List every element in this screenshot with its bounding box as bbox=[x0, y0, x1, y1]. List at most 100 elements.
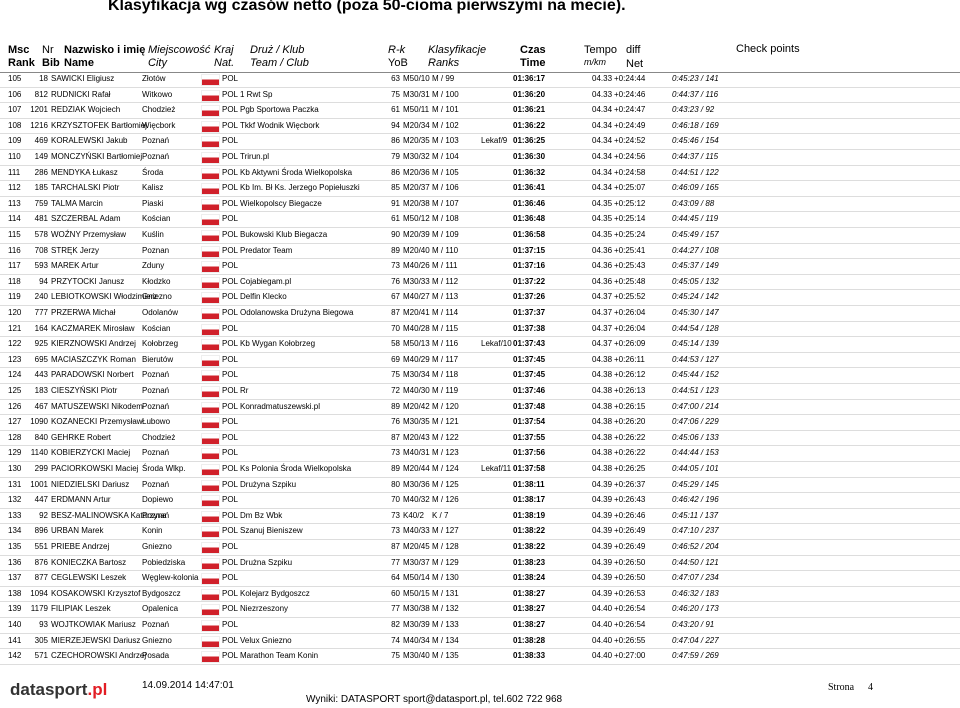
cell: Poznań bbox=[142, 620, 170, 629]
cell: 04.40 bbox=[592, 635, 613, 645]
cell: M40/33 bbox=[403, 526, 430, 536]
cell: 60 bbox=[391, 588, 400, 598]
cell: MATUSZEWSKI Nikodem bbox=[51, 401, 143, 411]
cell: Niezrzeszony bbox=[240, 604, 289, 614]
cell: M / 110 bbox=[432, 245, 459, 255]
row-separator bbox=[0, 476, 960, 478]
cell: Gniezno bbox=[142, 542, 172, 551]
cell: PARADOWSKI Norbert bbox=[51, 370, 134, 380]
cell: POL bbox=[222, 183, 239, 193]
row-separator bbox=[0, 258, 960, 260]
cell: M / 128 bbox=[432, 542, 459, 551]
cell: K40/2 bbox=[403, 510, 424, 520]
cell: 0:46:42 / 196 bbox=[672, 495, 719, 505]
column-header: Kraj bbox=[214, 44, 234, 56]
cell: +0:24:58 bbox=[614, 167, 646, 177]
cell: 04.36 bbox=[592, 276, 613, 286]
cell: MIERZEJEWSKI Dariusz bbox=[51, 635, 141, 645]
cell: Rr bbox=[240, 386, 249, 395]
cell: 443 bbox=[34, 370, 48, 380]
cell: 77 bbox=[391, 557, 400, 567]
flag bbox=[202, 433, 219, 444]
row-separator bbox=[0, 242, 960, 244]
cell: +0:26:50 bbox=[614, 557, 646, 567]
cell: +0:26:53 bbox=[614, 588, 646, 598]
cell: Kościan bbox=[142, 323, 171, 333]
cell: 113 bbox=[8, 198, 21, 208]
cell: 86 bbox=[391, 167, 400, 177]
row-separator bbox=[0, 226, 960, 228]
cell: 01:37:55 bbox=[513, 432, 546, 442]
row-separator bbox=[0, 601, 960, 603]
row-separator bbox=[0, 117, 960, 119]
cell: Drużyna Szpiku bbox=[240, 479, 297, 489]
cell: M / 103 bbox=[432, 136, 459, 146]
cell: 105 bbox=[8, 74, 22, 83]
cell: 04.40 bbox=[592, 651, 613, 661]
column-header: Tempo bbox=[584, 44, 618, 56]
cell: 94 bbox=[39, 276, 48, 286]
cell: M / 131 bbox=[432, 588, 459, 598]
cell: 812 bbox=[34, 89, 48, 99]
page-number: 4 bbox=[868, 682, 873, 693]
cell: SAWICKI Eligiusz bbox=[51, 74, 115, 83]
cell: +0:25:43 bbox=[614, 261, 646, 271]
cell: 01:37:16 bbox=[513, 261, 546, 271]
row-separator bbox=[0, 538, 960, 540]
column-header: Team / Club bbox=[250, 57, 309, 69]
cell: 04.33 bbox=[592, 89, 613, 99]
cell: 04.38 bbox=[592, 464, 613, 473]
row-separator bbox=[0, 133, 960, 135]
cell: 04.40 bbox=[592, 604, 613, 614]
logo-tld: .pl bbox=[87, 680, 108, 699]
cell: 1094 bbox=[30, 588, 48, 598]
cell: PACIORKOWSKI Maciej bbox=[51, 464, 139, 473]
row-separator bbox=[0, 554, 960, 556]
cell: 136 bbox=[8, 557, 22, 567]
cell: 92 bbox=[39, 510, 48, 520]
cell: M20/44 bbox=[403, 464, 430, 473]
cell: +0:24:49 bbox=[614, 120, 646, 130]
flag bbox=[202, 90, 219, 101]
cell: Poznań bbox=[142, 401, 170, 411]
cell: 86 bbox=[391, 136, 400, 146]
page-label: Strona bbox=[828, 682, 855, 693]
cell: +0:26:25 bbox=[614, 464, 646, 473]
cell: 04.35 bbox=[592, 198, 613, 208]
cell: 0:45:11 / 137 bbox=[672, 510, 719, 520]
cell: KIERZNOWSKI Andrzej bbox=[51, 339, 136, 349]
cell: Dopiewo bbox=[142, 495, 174, 505]
cell: 04.38 bbox=[592, 370, 613, 380]
cell: POL bbox=[222, 308, 239, 317]
cell: 120 bbox=[8, 308, 22, 317]
cell: M50/11 bbox=[403, 105, 430, 115]
cell: 93 bbox=[39, 620, 48, 629]
row-separator bbox=[0, 164, 960, 166]
cell: +0:26:09 bbox=[614, 339, 646, 349]
cell: M50/13 bbox=[403, 339, 430, 349]
row-separator bbox=[0, 507, 960, 509]
cell: 04.34 bbox=[592, 105, 613, 115]
logo-text: datasport bbox=[10, 680, 88, 699]
row-separator bbox=[0, 180, 960, 182]
cell: M / 118 bbox=[432, 370, 459, 380]
cell: 01:37:26 bbox=[513, 292, 546, 302]
cell: 759 bbox=[34, 198, 48, 208]
cell: MENDYKA Łukasz bbox=[51, 167, 118, 177]
flag bbox=[202, 168, 219, 179]
cell: KOBIERZYCKI Maciej bbox=[51, 448, 131, 458]
cell: 0:46:52 / 204 bbox=[672, 542, 719, 551]
flag bbox=[202, 262, 219, 273]
cell: POL bbox=[222, 276, 239, 286]
cell: M / 107 bbox=[432, 198, 459, 208]
cell: 0:44:44 / 153 bbox=[672, 448, 719, 458]
cell: 63 bbox=[391, 74, 400, 83]
column-header: Druż / Klub bbox=[250, 44, 305, 56]
cell: +0:26:49 bbox=[614, 542, 646, 551]
cell: Kuślin bbox=[142, 230, 164, 239]
cell: POL bbox=[222, 432, 239, 442]
cell: 04.38 bbox=[592, 417, 613, 427]
cell: TALMA Marcin bbox=[51, 198, 103, 208]
column-header: Check points bbox=[736, 43, 800, 55]
cell: KRZYSZTOFEK Bartłomiej bbox=[51, 120, 147, 130]
